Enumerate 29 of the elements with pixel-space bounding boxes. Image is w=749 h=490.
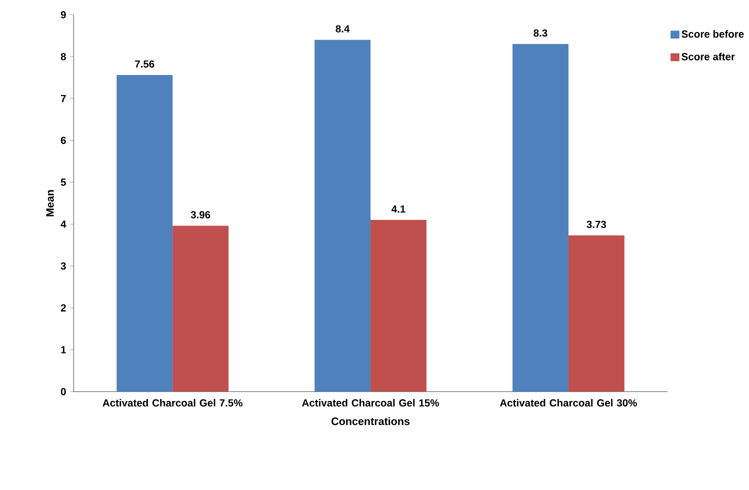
y-tick-label: 0 (60, 388, 66, 396)
y-tick-label: 6 (60, 136, 66, 144)
data-label: 8.4 (336, 25, 350, 33)
y-tick-label: 2 (60, 304, 66, 312)
data-label: 7.56 (135, 60, 154, 68)
y-tick-label: 4 (60, 220, 66, 228)
data-label: 3.73 (586, 220, 606, 228)
legend-label: Score after (682, 52, 735, 60)
bar (370, 220, 426, 392)
bar (172, 226, 229, 392)
y-tick-label: 3 (60, 262, 66, 270)
bar (116, 75, 173, 392)
y-tick-label: 1 (61, 346, 66, 354)
bar (314, 40, 371, 392)
data-label: 3.96 (190, 211, 210, 219)
data-label: 8.3 (534, 29, 548, 37)
x-tick-label: Activated Charcoal Gel 30% (500, 399, 637, 407)
y-tick-label: 7 (60, 95, 66, 102)
y-tick-label: 9 (60, 11, 66, 18)
x-tick-label: Activated Charcoal Gel 7.5% (102, 399, 242, 407)
y-axis-title: Mean (46, 190, 54, 216)
x-tick-label: Activated Charcoal Gel 15% (302, 399, 439, 407)
y-tick-label: 8 (60, 53, 66, 60)
data-label: 4.1 (392, 206, 406, 213)
y-tick-label: 5 (60, 178, 66, 186)
legend-label: Score before (682, 30, 744, 38)
bar (512, 44, 568, 392)
bar (568, 236, 624, 392)
x-axis-title: Concentrations (332, 417, 410, 426)
